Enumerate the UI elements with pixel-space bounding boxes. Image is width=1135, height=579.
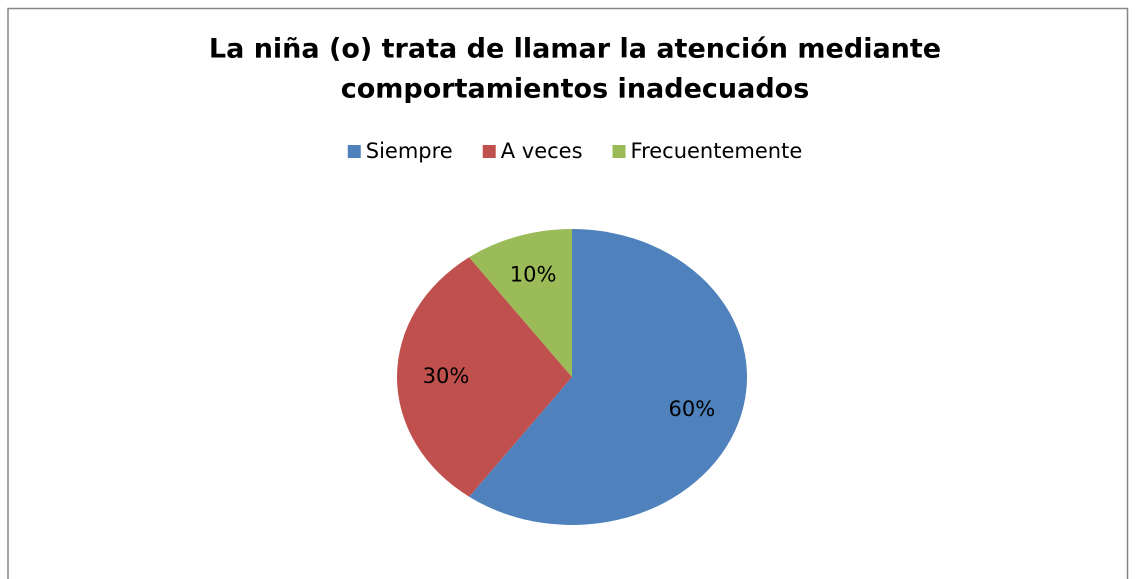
legend-swatch — [612, 145, 626, 158]
value-label: 60% — [668, 397, 715, 421]
value-label: 30% — [423, 364, 470, 388]
pie-slice — [469, 229, 747, 525]
legend-label: Frecuentemente — [631, 139, 803, 163]
chart-border — [7, 7, 1129, 579]
legend-swatch — [482, 145, 496, 158]
pie-slice — [396, 257, 572, 497]
chart-title: comportamientos inadecuados — [341, 74, 810, 105]
chart-title: La niña (o) trata de llamar la atención … — [209, 34, 941, 65]
legend-swatch — [347, 145, 361, 158]
legend-label: A veces — [501, 139, 583, 163]
value-label: 10% — [510, 263, 557, 287]
pie-slice — [469, 229, 572, 377]
legend-label: Siempre — [366, 139, 453, 163]
